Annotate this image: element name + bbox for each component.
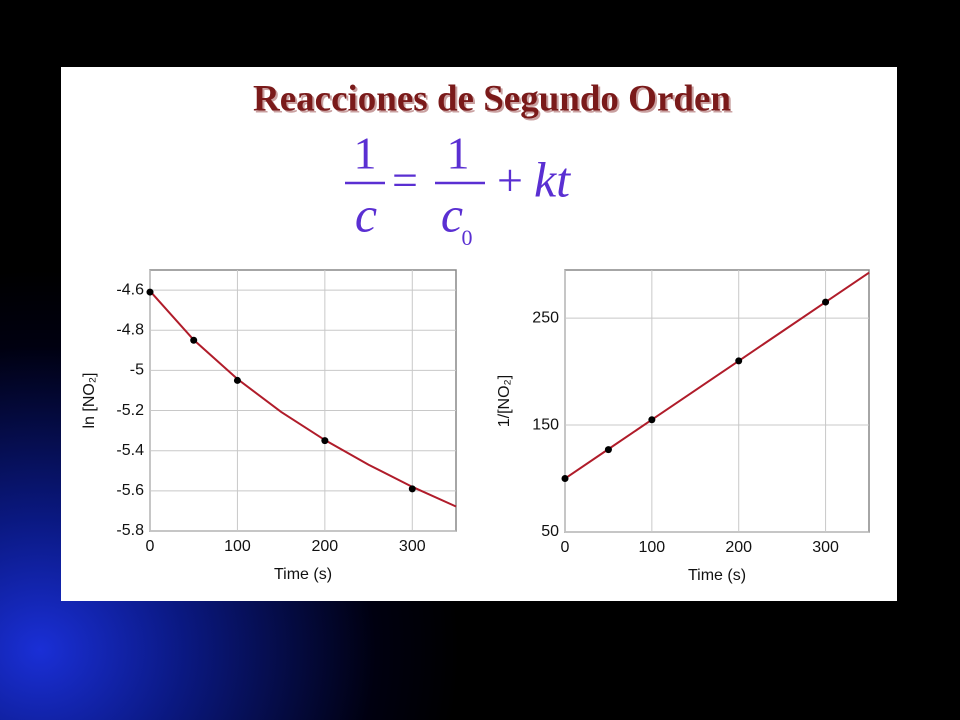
eq-text: c	[441, 186, 463, 242]
data-point	[146, 288, 154, 296]
x-tick-label: 0	[561, 539, 570, 556]
x-tick-label: 200	[725, 539, 752, 556]
eq-text: =	[392, 155, 418, 206]
data-point	[735, 357, 743, 365]
data-point	[408, 485, 416, 493]
fit-line	[149, 290, 457, 508]
data-point	[648, 416, 656, 424]
data-point	[822, 298, 830, 306]
y-tick-label: -4.8	[116, 321, 144, 338]
plot-area	[564, 269, 870, 533]
title: Reacciones de Segundo Orden	[253, 78, 731, 119]
fit-line	[564, 271, 870, 480]
eq-text: +	[497, 155, 523, 206]
y-axis-label: ln [NO₂]	[81, 373, 98, 429]
y-tick-label: -5	[130, 362, 144, 379]
y-tick-label: -4.6	[116, 281, 144, 298]
y-tick-label: 50	[541, 523, 559, 540]
y-tick-label: -5.4	[116, 442, 144, 459]
equation: 1 c = 1 c 0 + kt	[345, 128, 571, 250]
data-point	[321, 437, 329, 445]
x-axis-label: Time (s)	[688, 567, 746, 584]
y-tick-label: -5.2	[116, 402, 144, 419]
eq-text: c	[355, 186, 377, 242]
data-point	[190, 336, 198, 344]
data-point	[604, 446, 612, 454]
data-point	[233, 376, 241, 384]
plot-area	[149, 269, 457, 532]
eq-text: kt	[534, 151, 571, 207]
eq-text: 0	[462, 225, 473, 250]
title-shadow: Reacciones de Segundo Orden	[255, 80, 733, 121]
x-tick-label: 200	[312, 538, 339, 555]
y-tick-label: -5.8	[116, 522, 144, 539]
y-axis-label: 1/[NO₂]	[496, 375, 513, 427]
x-tick-label: 100	[639, 539, 666, 556]
data-point	[561, 475, 569, 483]
x-tick-label: 300	[399, 538, 426, 555]
eq-text: 1	[354, 128, 377, 179]
y-tick-label: 150	[532, 416, 559, 433]
y-tick-label: 250	[532, 309, 559, 326]
y-tick-label: -5.6	[116, 482, 144, 499]
x-tick-label: 300	[812, 539, 839, 556]
x-tick-label: 100	[224, 538, 251, 555]
x-tick-label: 0	[146, 538, 155, 555]
x-axis-label: Time (s)	[274, 566, 332, 583]
eq-text: 1	[447, 128, 470, 179]
